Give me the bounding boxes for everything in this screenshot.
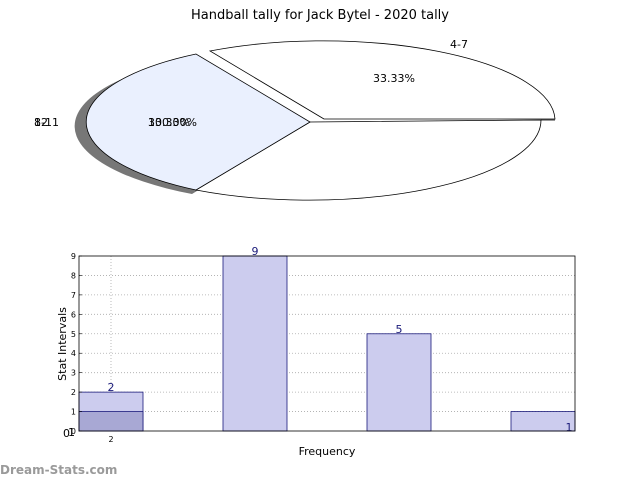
- y-tick-label: 9: [71, 252, 76, 261]
- y-tick-label: 2: [71, 388, 76, 397]
- y-tick-label: 7: [71, 291, 76, 300]
- y-tick-label: 3: [71, 369, 76, 378]
- y-tick-label: 0: [71, 427, 76, 436]
- y-tick-label: 1: [71, 408, 76, 417]
- pie-slice-12: [194, 119, 542, 201]
- y-tick-label: 4: [71, 349, 76, 358]
- y-tick-label: 6: [71, 310, 76, 319]
- bar-series: 2 9 5 1 1: [68, 245, 576, 439]
- bar: [366, 333, 432, 432]
- x-axis-label: Frequency: [299, 445, 356, 458]
- y-tick-label: 8: [71, 271, 76, 280]
- bar-overlay-value-label: 1: [68, 426, 75, 439]
- pie-slice-4-7: [208, 40, 556, 120]
- bar-value-label: 9: [252, 245, 259, 258]
- bar-grid: [79, 256, 575, 431]
- pie-percent-12: 100.00%: [148, 116, 197, 129]
- pie-label-4-7: 4-7: [450, 38, 468, 51]
- y-axis-label: Stat Intervals: [56, 307, 69, 381]
- bar-overlay: [78, 411, 144, 432]
- pie-label-8-11: 8-11: [34, 116, 59, 129]
- corner-value-label: 0: [63, 427, 70, 440]
- bar: [222, 255, 288, 432]
- y-tick-label: 5: [71, 330, 76, 339]
- bar-value-label: 2: [108, 381, 115, 394]
- bar-value-label: 5: [396, 323, 403, 336]
- bar-value-label: 1: [566, 421, 573, 434]
- pie-label-12: 12: [34, 116, 48, 129]
- bar-plot-frame: [78, 255, 576, 432]
- chart-title: Handball tally for Jack Bytel - 2020 tal…: [191, 8, 449, 23]
- pie-slice-8-11: [85, 53, 311, 191]
- pie-percent-8-11: 33.33%: [148, 116, 190, 129]
- pie-chart: 4-7 33.33% 8-11 12 33.33% 100.00%: [34, 38, 556, 201]
- watermark: Dream-Stats.com: [0, 463, 117, 477]
- pie-percent-4-7: 33.33%: [373, 72, 415, 85]
- x-tick-label: 2: [108, 435, 113, 444]
